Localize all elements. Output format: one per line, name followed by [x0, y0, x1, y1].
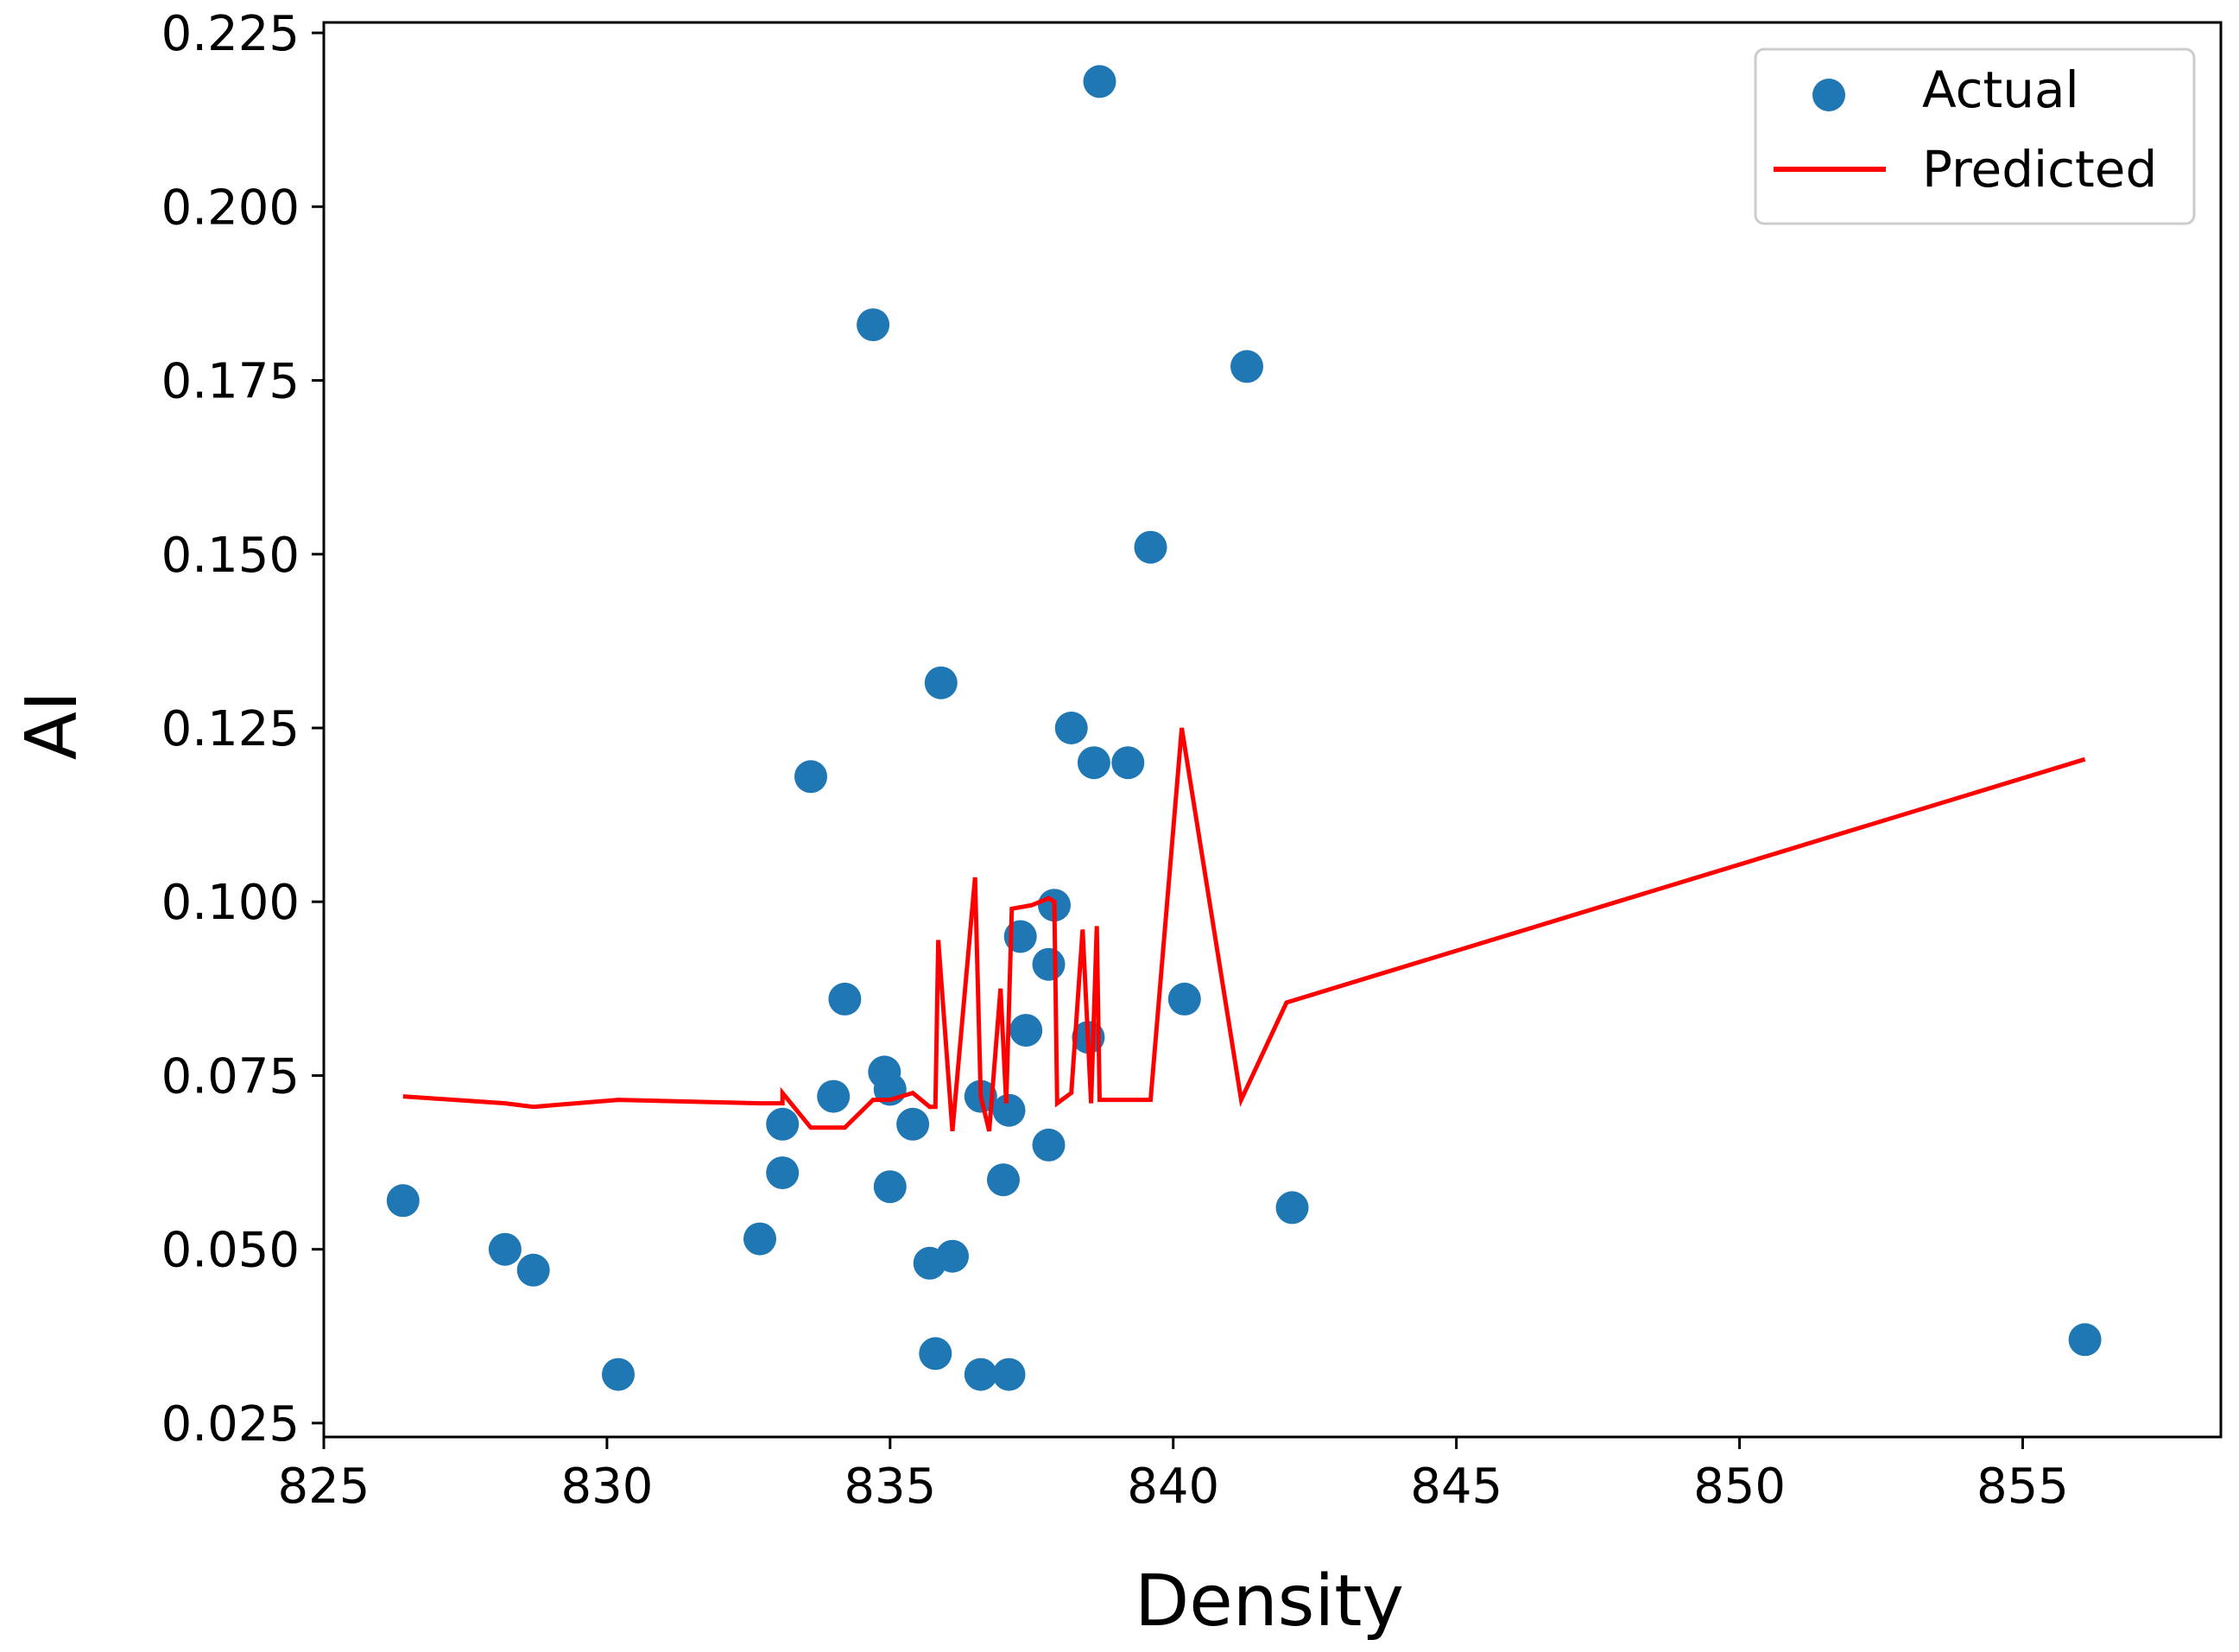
actual-point-27	[1032, 1128, 1066, 1161]
actual-point-7	[794, 760, 827, 794]
y-tick-label-7: 0.200	[161, 180, 300, 236]
actual-point-38	[2068, 1323, 2102, 1357]
y-tick-label-5: 0.150	[161, 528, 300, 584]
x-tick-label-3: 840	[1127, 1459, 1219, 1515]
actual-point-6	[766, 1156, 800, 1190]
x-tick-label-2: 835	[844, 1459, 936, 1515]
y-tick-label-0: 0.025	[161, 1396, 300, 1453]
y-tick-label-8: 0.225	[161, 6, 300, 62]
actual-point-22	[992, 1093, 1026, 1127]
actual-point-17	[924, 666, 958, 699]
y-tick-label-1: 0.050	[161, 1223, 300, 1279]
actual-point-34	[1134, 530, 1167, 564]
actual-point-32	[1083, 65, 1116, 98]
plot-frame	[322, 21, 2223, 1439]
x-tick-label-0: 825	[278, 1459, 370, 1515]
ticks: 825 830 835 840 845 850 855 0.025 0.050 0.075 0.10…	[161, 6, 2069, 1515]
actual-point-35	[1167, 982, 1201, 1016]
legend-actual-marker	[1812, 79, 1845, 111]
actual-point-37	[1275, 1191, 1309, 1225]
actual-point-4	[743, 1222, 776, 1256]
actual-point-16	[919, 1337, 952, 1370]
actual-point-14	[896, 1107, 930, 1141]
y-tick-label-3: 0.100	[161, 875, 300, 931]
x-axis-title: Density	[1135, 1560, 1404, 1643]
y-tick-label-6: 0.175	[161, 354, 300, 410]
legend-box	[1754, 47, 2196, 225]
actual-point-23	[992, 1358, 1026, 1391]
x-tick-label-1: 830	[560, 1459, 653, 1515]
actual-point-3	[602, 1358, 635, 1391]
predicted-line	[402, 727, 2086, 1132]
actual-point-8	[817, 1079, 851, 1113]
actual-point-9	[828, 982, 862, 1016]
actual-point-1	[488, 1232, 522, 1266]
actual-point-26	[1032, 947, 1066, 981]
axes	[322, 21, 2223, 1439]
actual-point-21	[987, 1163, 1020, 1197]
actual-point-33	[1111, 746, 1145, 780]
actual-point-10	[857, 308, 890, 342]
y-axis-title: AI	[11, 691, 93, 760]
y-tick-label-2: 0.075	[161, 1048, 300, 1104]
actual-point-13	[873, 1170, 907, 1204]
plot-marks	[386, 65, 2102, 1391]
legend-predicted-label: Predicted	[1922, 140, 2157, 199]
x-tick-label-5: 850	[1693, 1459, 1786, 1515]
actual-point-2	[516, 1253, 550, 1287]
actual-point-0	[386, 1184, 420, 1218]
actual-point-5	[766, 1107, 800, 1141]
actual-point-36	[1230, 350, 1263, 383]
y-tick-label-4: 0.125	[161, 701, 300, 757]
x-tick-label-6: 855	[1977, 1459, 2069, 1515]
legend: Actual Predicted	[1754, 47, 2196, 225]
actual-point-25	[1009, 1014, 1043, 1048]
actual-point-31	[1077, 746, 1110, 780]
x-tick-label-4: 845	[1410, 1459, 1502, 1515]
legend-actual-label: Actual	[1922, 60, 2079, 119]
actual-point-20	[964, 1358, 997, 1391]
actual-point-18	[936, 1239, 969, 1273]
actual-point-29	[1054, 712, 1088, 744]
